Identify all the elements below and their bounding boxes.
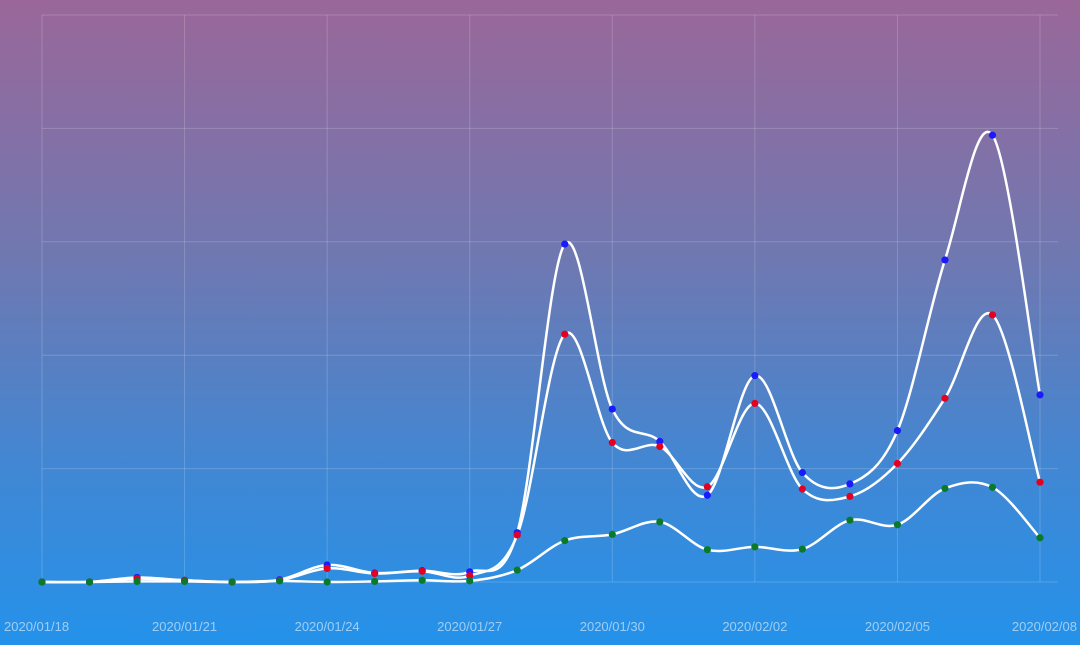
chart-grid [41, 14, 1058, 583]
data-point-series-3[interactable] [941, 484, 949, 493]
chart-series-lines [41, 130, 1042, 584]
series-line-1 [41, 130, 1042, 584]
data-point-series-1[interactable] [656, 437, 664, 445]
x-tick-label: 2020/01/24 [295, 619, 360, 634]
data-point-series-3[interactable] [988, 483, 997, 491]
data-point-series-2[interactable] [941, 394, 949, 402]
x-tick-label: 2020/02/08 [1012, 619, 1077, 634]
data-point-series-1[interactable] [798, 468, 806, 477]
data-point-series-3[interactable] [846, 516, 854, 524]
data-point-series-2[interactable] [988, 311, 997, 319]
data-point-series-2[interactable] [561, 330, 569, 338]
data-point-series-3[interactable] [608, 530, 616, 538]
data-point-series-3[interactable] [703, 546, 711, 554]
data-point-series-3[interactable] [1036, 534, 1044, 542]
data-point-series-2[interactable] [418, 567, 426, 575]
x-tick-label: 2020/01/27 [437, 619, 502, 634]
data-point-series-1[interactable] [561, 240, 569, 248]
data-point-series-3[interactable] [561, 537, 569, 545]
data-point-series-3[interactable] [371, 577, 379, 586]
data-point-series-2[interactable] [608, 438, 616, 447]
chart-data-points [38, 131, 1044, 586]
data-point-series-1[interactable] [751, 372, 759, 380]
data-point-series-3[interactable] [466, 577, 474, 585]
data-point-series-2[interactable] [893, 459, 902, 468]
data-point-series-1[interactable] [703, 491, 711, 499]
data-point-series-2[interactable] [798, 485, 806, 493]
x-tick-label: 2020/01/21 [152, 619, 217, 634]
data-point-series-3[interactable] [751, 543, 759, 551]
data-point-series-3[interactable] [180, 577, 189, 586]
data-point-series-3[interactable] [38, 578, 46, 586]
x-tick-label: 2020/01/18 [4, 619, 69, 634]
data-point-series-3[interactable] [893, 521, 902, 529]
x-tick-label: 2020/02/05 [865, 619, 930, 634]
x-tick-label: 2020/01/30 [580, 619, 645, 634]
data-point-series-2[interactable] [466, 572, 474, 580]
data-point-series-3[interactable] [133, 577, 141, 586]
data-point-series-3[interactable] [656, 518, 664, 526]
data-point-series-1[interactable] [608, 405, 616, 413]
data-point-series-2[interactable] [371, 569, 379, 578]
data-point-series-1[interactable] [941, 256, 949, 264]
data-point-series-3[interactable] [798, 545, 806, 553]
data-point-series-1[interactable] [988, 131, 997, 139]
data-point-series-2[interactable] [513, 531, 521, 539]
data-point-series-2[interactable] [656, 442, 664, 451]
data-point-series-2[interactable] [1036, 478, 1044, 486]
data-point-series-3[interactable] [513, 566, 521, 574]
data-point-series-3[interactable] [228, 578, 236, 586]
data-point-series-1[interactable] [846, 480, 854, 488]
data-point-series-2[interactable] [323, 564, 331, 572]
data-point-series-2[interactable] [846, 492, 854, 500]
data-point-series-2[interactable] [751, 399, 759, 407]
data-point-series-2[interactable] [703, 483, 711, 491]
x-tick-label: 2020/02/02 [722, 619, 787, 634]
data-point-series-3[interactable] [85, 578, 94, 586]
data-point-series-1[interactable] [1036, 391, 1044, 399]
data-point-series-3[interactable] [323, 578, 331, 586]
series-line-3 [41, 481, 1041, 584]
x-axis-tick-labels: 2020/01/18 2020/01/21 2020/01/24 2020/01/27… [4, 619, 1077, 634]
data-point-series-3[interactable] [276, 577, 284, 585]
data-point-series-1[interactable] [893, 427, 902, 435]
data-point-series-3[interactable] [418, 576, 426, 584]
